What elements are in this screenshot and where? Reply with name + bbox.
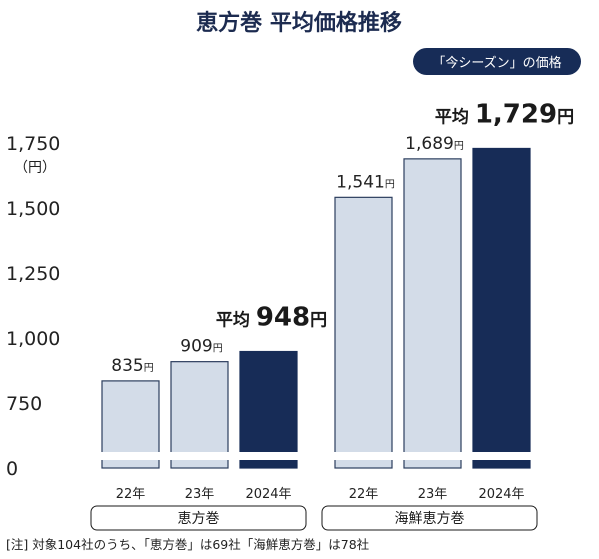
data-label: 1,689円: [405, 134, 464, 154]
data-label: 835円: [111, 356, 153, 376]
x-axis: 22年 23年 2024年 22年 23年 2024年: [116, 487, 525, 502]
y-tick-label: 750: [6, 393, 42, 415]
group-label: 海鮮恵方巻: [395, 511, 465, 527]
y-tick-label: 1,500: [6, 198, 60, 220]
group-box: [321, 505, 538, 531]
y-tick-label: 1,750: [6, 133, 60, 155]
current-season-badge: [413, 48, 581, 75]
group-box: [90, 505, 307, 531]
value-labels: 835円 909円 平均 948円 1,541円 1,689円 平均 1,729円: [111, 99, 574, 375]
y-axis: 1,750 1,500 1,250 1,000 750 0: [6, 133, 60, 480]
bar: [239, 350, 298, 469]
x-tick-label: 2024年: [478, 487, 524, 502]
average-label: 平均 948円: [216, 303, 327, 333]
group-boxes: 恵方巻 海鮮恵方巻: [90, 505, 538, 531]
group-label: 恵方巻: [178, 511, 220, 527]
badge-text: 「今シーズン」の価格: [432, 55, 561, 71]
average-label: 平均 1,729円: [435, 99, 574, 129]
x-tick-label: 23年: [418, 487, 448, 502]
bar: [170, 361, 229, 469]
y-tick-label: 0: [6, 458, 18, 480]
y-tick-label: 1,250: [6, 263, 60, 285]
x-tick-label: 22年: [349, 487, 379, 502]
bars: [96, 147, 541, 469]
footnote: [注] 対象104社のうち、「恵方巻」は69社「海鮮恵方巻」は78社: [6, 537, 369, 552]
chart-title: 恵方巻 平均価格推移: [196, 10, 402, 36]
x-tick-label: 22年: [116, 487, 146, 502]
y-tick-label: 1,000: [6, 328, 60, 350]
y-unit-label: （円）: [14, 160, 56, 176]
bar: [403, 158, 462, 469]
axis-break: [96, 452, 541, 460]
data-label: 1,541円: [336, 172, 395, 192]
data-label: 909円: [180, 337, 222, 357]
bar: [334, 196, 393, 469]
bar: [472, 147, 531, 469]
x-tick-label: 23年: [185, 487, 215, 502]
x-tick-label: 2024年: [245, 487, 291, 502]
